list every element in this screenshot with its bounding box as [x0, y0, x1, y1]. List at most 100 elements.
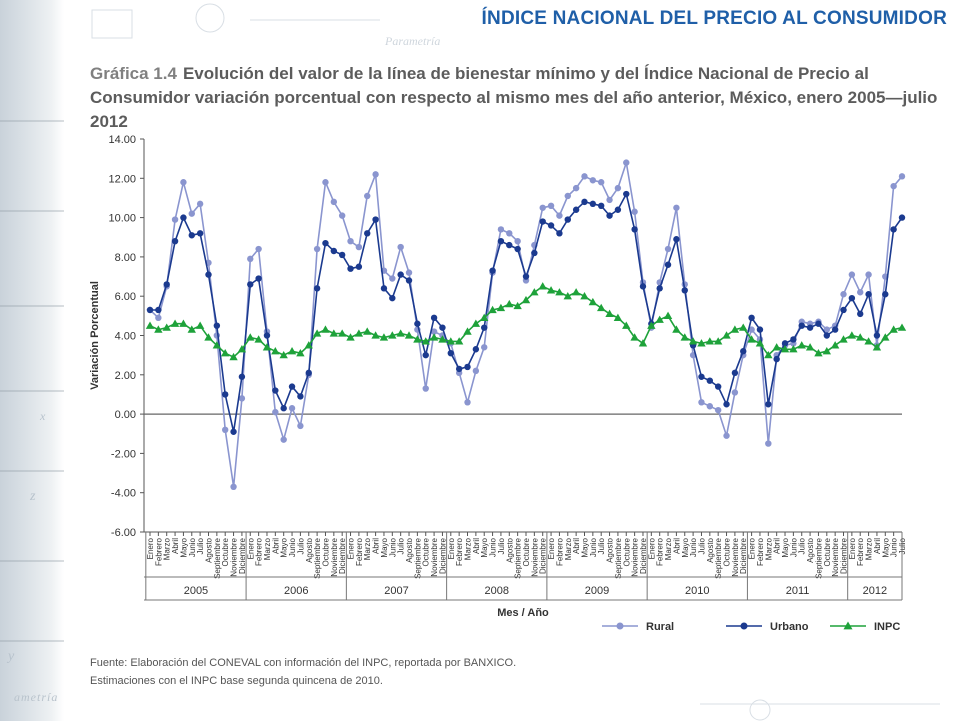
data-point-urbano [163, 281, 170, 288]
month-tick-label: Septiembre [814, 537, 823, 578]
data-point-urbano [598, 202, 605, 210]
data-point-inpc [279, 350, 288, 359]
data-point-urbano [389, 294, 396, 302]
data-point-urbano [439, 324, 446, 331]
month-tick-label: Agosto [305, 537, 314, 562]
data-point-rural [857, 289, 864, 296]
month-tick-label: Agosto [405, 537, 414, 562]
month-tick-label: Noviembre [330, 537, 339, 576]
data-point-urbano [823, 332, 830, 339]
data-point-urbano [781, 340, 789, 347]
data-point-rural [230, 483, 237, 491]
data-point-rural [188, 210, 195, 217]
data-point-inpc [371, 331, 380, 339]
month-tick-label: Agosto [606, 537, 615, 562]
data-point-urbano [447, 349, 454, 357]
data-point-urbano [673, 236, 680, 243]
data-point-urbano [364, 230, 371, 237]
data-point-rural [196, 200, 204, 208]
data-point-urbano [539, 218, 546, 225]
data-point-rural [422, 385, 429, 392]
month-tick-label: Enero [848, 537, 857, 559]
data-point-rural [238, 395, 246, 402]
year-label: 2009 [585, 585, 609, 597]
data-point-rural [430, 328, 438, 335]
data-point-inpc [655, 315, 664, 323]
data-point-inpc [839, 335, 848, 343]
y-tick-label: 2.00 [115, 370, 136, 382]
month-tick-label: Diciembre [840, 537, 849, 574]
month-tick-label: Agosto [505, 537, 514, 562]
y-tick-label: -6.00 [111, 527, 136, 539]
data-point-rural [898, 173, 906, 180]
month-tick-label: Marzo [464, 537, 473, 560]
data-point-inpc [446, 337, 455, 345]
data-point-rural [606, 196, 613, 204]
data-point-inpc [530, 288, 539, 296]
data-point-urbano [798, 322, 805, 329]
month-tick-label: Marzo [664, 537, 673, 560]
data-point-inpc [145, 321, 155, 329]
data-point-rural [506, 230, 513, 237]
legend-label: Rural [646, 621, 674, 633]
month-tick-label: Marzo [564, 537, 573, 560]
chart-footnote: Fuente: Elaboración del CONEVAL con info… [90, 654, 516, 690]
data-point-rural [481, 344, 488, 351]
data-point-urbano [547, 222, 555, 229]
month-tick-label: Octubre [823, 537, 832, 566]
data-point-inpc [872, 343, 882, 351]
month-tick-label: Febrero [656, 537, 665, 566]
data-point-inpc [555, 288, 564, 296]
data-point-inpc [780, 345, 790, 353]
month-tick-label: Enero [547, 537, 556, 559]
data-point-urbano [731, 369, 739, 377]
month-tick-label: Noviembre [731, 537, 740, 576]
data-point-inpc [296, 348, 305, 357]
month-tick-label: Febrero [756, 537, 765, 566]
data-point-urbano [664, 261, 672, 268]
data-point-urbano [347, 265, 354, 272]
data-point-urbano [288, 383, 296, 390]
data-point-urbano [472, 346, 480, 353]
data-point-urbano [898, 214, 906, 221]
data-point-rural [572, 184, 580, 192]
data-point-rural [280, 436, 287, 443]
data-point-inpc [354, 329, 364, 337]
month-tick-label: Mayo [179, 537, 188, 557]
y-tick-label: 10.00 [108, 213, 136, 225]
data-point-urbano [272, 387, 279, 394]
legend-marker [843, 621, 853, 630]
data-point-urbano [882, 291, 889, 298]
data-point-rural [890, 182, 897, 190]
data-point-inpc [722, 331, 731, 339]
month-tick-label: Octubre [522, 537, 531, 566]
data-point-inpc [805, 343, 815, 351]
month-tick-label: Enero [146, 537, 155, 559]
month-tick-label: Noviembre [430, 537, 439, 576]
legend-item-rural: Rural [602, 621, 674, 633]
data-point-inpc [488, 305, 497, 314]
data-point-rural [322, 179, 329, 186]
month-tick-label: Febrero [255, 537, 264, 566]
data-point-urbano [180, 214, 187, 221]
data-point-urbano [723, 401, 730, 408]
data-point-inpc [856, 333, 865, 341]
month-tick-label: Febrero [856, 537, 865, 566]
month-tick-label: Junio [188, 537, 197, 557]
year-label: 2012 [863, 585, 887, 597]
data-point-inpc [663, 311, 673, 319]
data-point-inpc [162, 323, 171, 331]
data-point-urbano [756, 326, 764, 333]
month-tick-label: Febrero [555, 537, 564, 566]
month-tick-label: Enero [447, 537, 456, 559]
data-point-urbano [681, 287, 688, 294]
month-tick-label: Agosto [806, 537, 815, 562]
month-tick-label: Octubre [321, 537, 330, 566]
month-tick-label: Abril [171, 538, 180, 554]
month-tick-label: Septiembre [313, 537, 322, 578]
month-tick-label: Octubre [422, 537, 431, 566]
month-tick-label: Noviembre [530, 537, 539, 576]
footnote-estimation: Estimaciones con el INPC base segunda qu… [90, 675, 383, 687]
data-point-rural [714, 406, 722, 414]
series-urbano [146, 190, 906, 435]
